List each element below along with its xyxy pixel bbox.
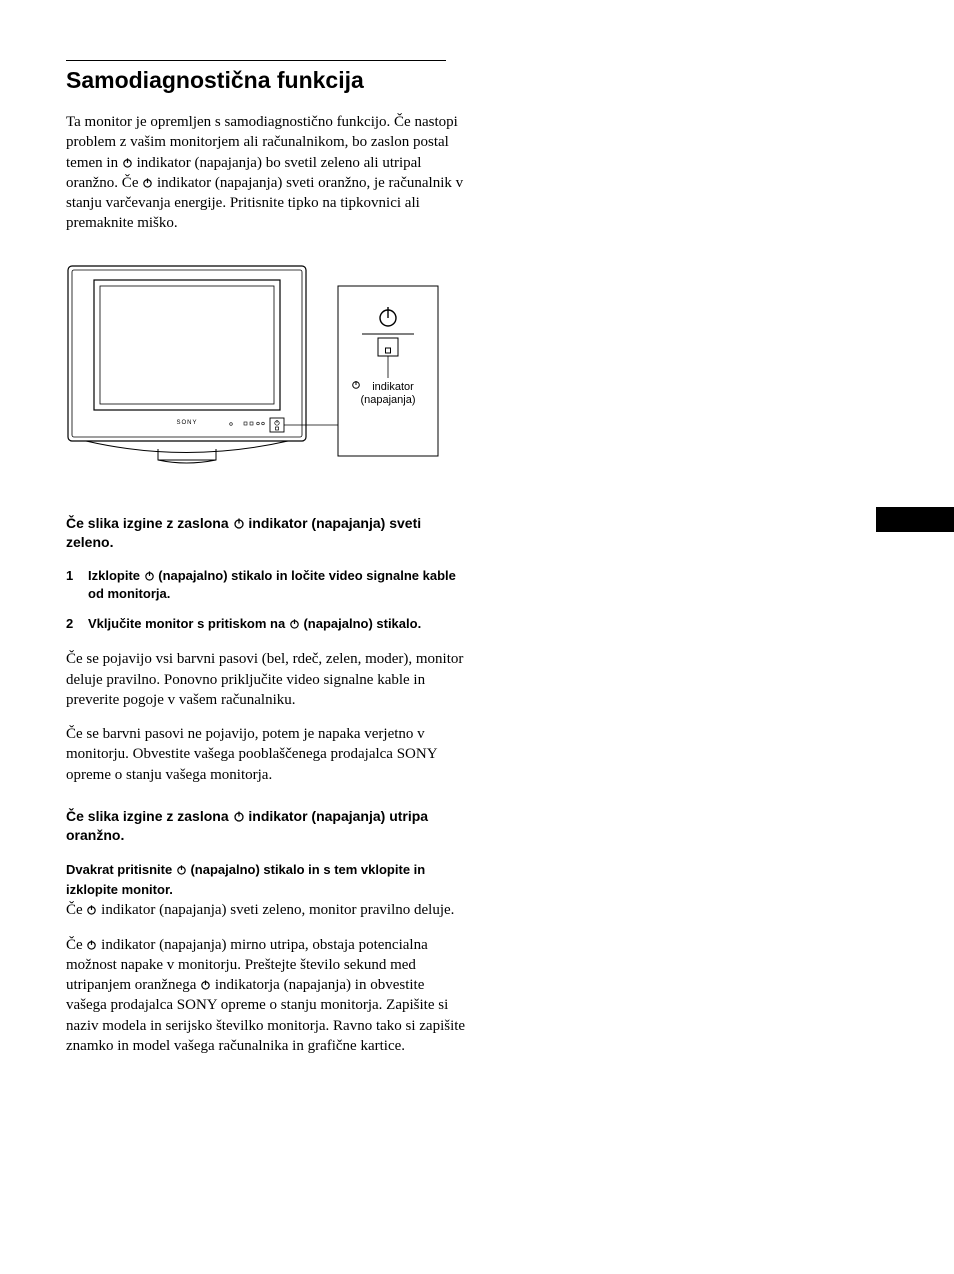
section2-para1: Če indikator (napajanja) sveti zeleno, m… — [66, 900, 466, 920]
step2-text-a: Vključite monitor s pritiskom na — [88, 616, 289, 631]
section1-heading: Če slika izgine z zaslona indikator (nap… — [66, 514, 466, 553]
intro-paragraph: Ta monitor je opremljen s samodiagnostič… — [66, 112, 466, 234]
section2-para1-b: indikator (napajanja) sveti zeleno, moni… — [97, 902, 454, 918]
section1-heading-a: Če slika izgine z zaslona — [66, 515, 233, 531]
step2-text-b: (napajalno) stikalo. — [300, 616, 421, 631]
page-content: Samodiagnostična funkcija Ta monitor je … — [66, 60, 896, 1070]
power-icon — [142, 177, 153, 188]
power-icon — [122, 157, 133, 168]
power-icon — [176, 864, 187, 875]
power-icon — [289, 618, 300, 629]
section2-para2: Če indikator (napajanja) mirno utripa, o… — [66, 935, 466, 1057]
section2-heading-a: Če slika izgine z zaslona — [66, 808, 233, 824]
section2-bold-a: Dvakrat pritisnite — [66, 862, 176, 877]
section2-para1-a: Če — [66, 902, 86, 918]
section1-steps: 1 Izklopite (napajalno) stikalo in ločit… — [66, 567, 466, 634]
svg-text:(napajanja): (napajanja) — [360, 394, 415, 406]
power-icon — [86, 939, 97, 950]
step-text: Izklopite (napajalno) stikalo in ločite … — [88, 567, 466, 603]
section1-para2: Če se barvni pasovi ne pojavijo, potem j… — [66, 724, 466, 785]
section2-bold-line: Dvakrat pritisnite (napajalno) stikalo i… — [66, 860, 466, 901]
section2-heading: Če slika izgine z zaslona indikator (nap… — [66, 807, 466, 846]
step-number: 2 — [66, 615, 88, 633]
monitor-figure: SONY — [66, 264, 446, 474]
step1-text-a: Izklopite — [88, 568, 144, 583]
section2-para2-a: Če — [66, 937, 86, 953]
step-2: 2 Vključite monitor s pritiskom na (napa… — [66, 615, 466, 633]
monitor-brand-text: SONY — [176, 420, 197, 426]
page-title: Samodiagnostična funkcija — [66, 67, 466, 94]
power-icon — [86, 904, 97, 915]
svg-text:indikator: indikator — [372, 381, 414, 393]
power-icon — [144, 570, 155, 581]
power-icon — [233, 810, 245, 822]
power-icon — [200, 979, 211, 990]
power-icon — [233, 517, 245, 529]
step-1: 1 Izklopite (napajalno) stikalo in ločit… — [66, 567, 466, 603]
step-text: Vključite monitor s pritiskom na (napaja… — [88, 615, 466, 633]
title-rule — [66, 60, 446, 61]
section1-para1: Če se pojavijo vsi barvni pasovi (bel, r… — [66, 649, 466, 710]
step-number: 1 — [66, 567, 88, 603]
